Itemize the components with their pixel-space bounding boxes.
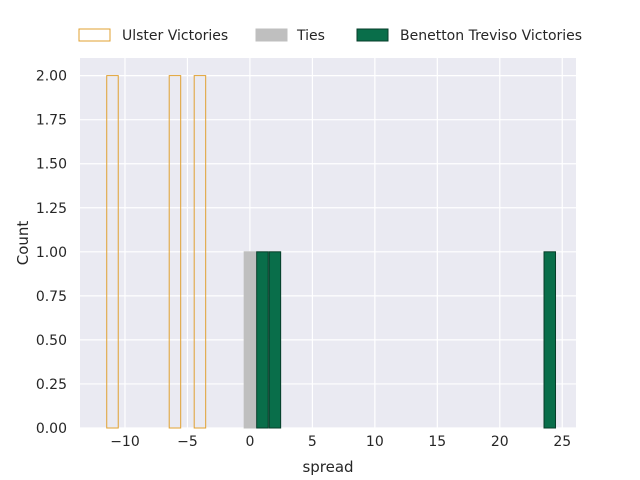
legend-swatch: [78, 28, 111, 42]
histogram-bar: [543, 251, 557, 429]
legend-label: Ulster Victories: [122, 28, 228, 44]
legend-swatch: [356, 28, 389, 42]
histogram-bar: [168, 75, 182, 429]
legend-label: Ties: [296, 28, 325, 44]
y-tick-label: 1.00: [36, 245, 67, 261]
legend: Ulster Victories Ties Benetton Treviso Vic…: [78, 28, 582, 44]
histogram-bars: [106, 75, 557, 429]
x-tick-label: 25: [553, 434, 571, 450]
x-tick-label: 10: [366, 434, 384, 450]
x-tick-label: 0: [245, 434, 254, 450]
y-tick-label: 1.75: [36, 113, 67, 129]
y-tick-label: 0.50: [36, 333, 67, 349]
y-tick-label: 1.50: [36, 157, 67, 173]
histogram-bar: [243, 251, 257, 429]
legend-swatch: [255, 28, 288, 42]
histogram-bar: [106, 75, 119, 429]
x-tick-label: −10: [110, 434, 140, 450]
y-tick-labels: 0.00 0.25 0.50 0.75 1.00 1.25 1.50 1.75 2.00: [36, 69, 67, 437]
y-tick-label: 0.75: [36, 289, 67, 305]
x-tick-label: 15: [428, 434, 446, 450]
y-axis-label: Count: [14, 221, 32, 266]
histogram-bar: [268, 251, 282, 429]
x-tick-label: 20: [491, 434, 509, 450]
grid-lines: [80, 58, 576, 429]
x-axis-label: spread: [302, 458, 353, 476]
legend-label: Benetton Treviso Victories: [400, 28, 582, 44]
plot-background: [80, 58, 576, 428]
histogram-bar: [256, 251, 269, 429]
x-tick-label: −5: [177, 434, 198, 450]
y-tick-label: 1.25: [36, 201, 67, 217]
x-tick-label: 5: [308, 434, 317, 450]
histogram-bar: [193, 75, 207, 429]
y-tick-label: 2.00: [36, 69, 67, 85]
x-tick-labels: −10 −5 0 5 10 15 20 25: [110, 434, 571, 450]
y-tick-label: 0.00: [36, 421, 67, 437]
y-tick-label: 0.25: [36, 377, 67, 393]
